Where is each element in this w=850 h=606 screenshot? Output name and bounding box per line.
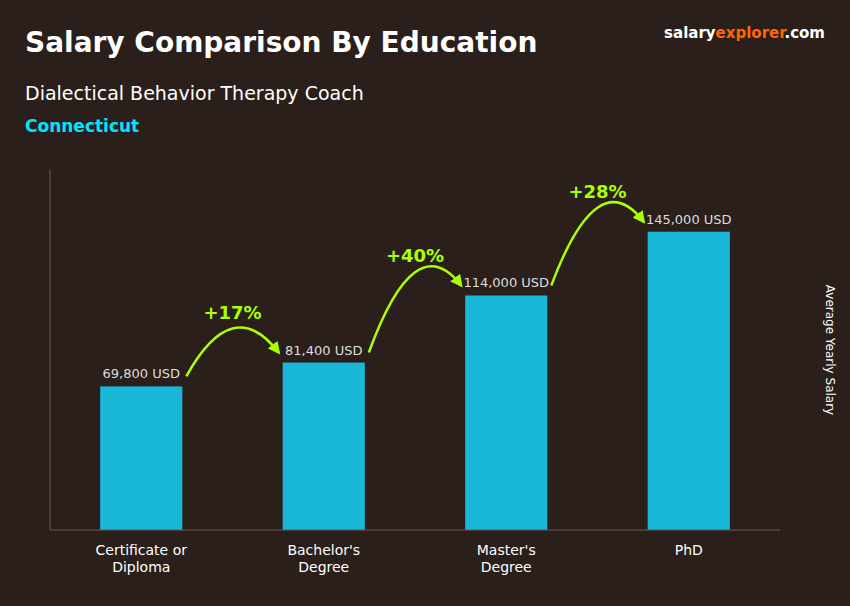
x-tick-label: PhD bbox=[675, 542, 703, 558]
bars bbox=[100, 232, 730, 530]
y-axis-label: Average Yearly Salary bbox=[823, 285, 837, 415]
x-tick-label: Master'sDegree bbox=[477, 542, 536, 575]
change-arrow bbox=[186, 328, 278, 377]
x-tick-label: Bachelor'sDegree bbox=[287, 542, 360, 575]
change-arrow bbox=[551, 202, 643, 285]
data-label: 69,800 USD bbox=[103, 366, 180, 381]
bar bbox=[283, 363, 365, 530]
subtitle: Dialectical Behavior Therapy Coach bbox=[25, 82, 364, 104]
title: Salary Comparison By Education bbox=[25, 26, 537, 59]
chart: Salary Comparison By Education Dialectica… bbox=[0, 0, 850, 606]
x-tick-label-line: Master's bbox=[477, 542, 536, 558]
x-tick-label-line: Degree bbox=[298, 559, 349, 575]
change-arrow bbox=[369, 266, 461, 352]
brand-part: .com bbox=[784, 24, 825, 42]
x-tick-label-line: PhD bbox=[675, 542, 703, 558]
bar bbox=[100, 386, 182, 530]
change-label: +40% bbox=[386, 245, 444, 266]
x-tick-label: Certificate orDiploma bbox=[96, 542, 188, 575]
x-axis-line bbox=[50, 530, 780, 531]
x-tick-label-line: Diploma bbox=[112, 559, 170, 575]
location: Connecticut bbox=[25, 116, 139, 136]
brand-part: salary bbox=[664, 24, 716, 42]
bar bbox=[465, 295, 547, 530]
y-axis-line bbox=[50, 170, 51, 530]
x-tick-label-line: Bachelor's bbox=[287, 542, 360, 558]
data-label: 114,000 USD bbox=[463, 275, 549, 290]
change-label: +17% bbox=[203, 302, 261, 323]
background bbox=[0, 0, 850, 606]
data-label: 81,400 USD bbox=[285, 343, 362, 358]
brand: salaryexplorer.com bbox=[664, 24, 825, 42]
bar bbox=[648, 232, 730, 530]
x-tick-label-line: Degree bbox=[481, 559, 532, 575]
data-label: 145,000 USD bbox=[646, 212, 732, 227]
x-tick-label-line: Certificate or bbox=[96, 542, 188, 558]
brand-part: explorer bbox=[716, 24, 788, 42]
change-label: +28% bbox=[568, 181, 626, 202]
